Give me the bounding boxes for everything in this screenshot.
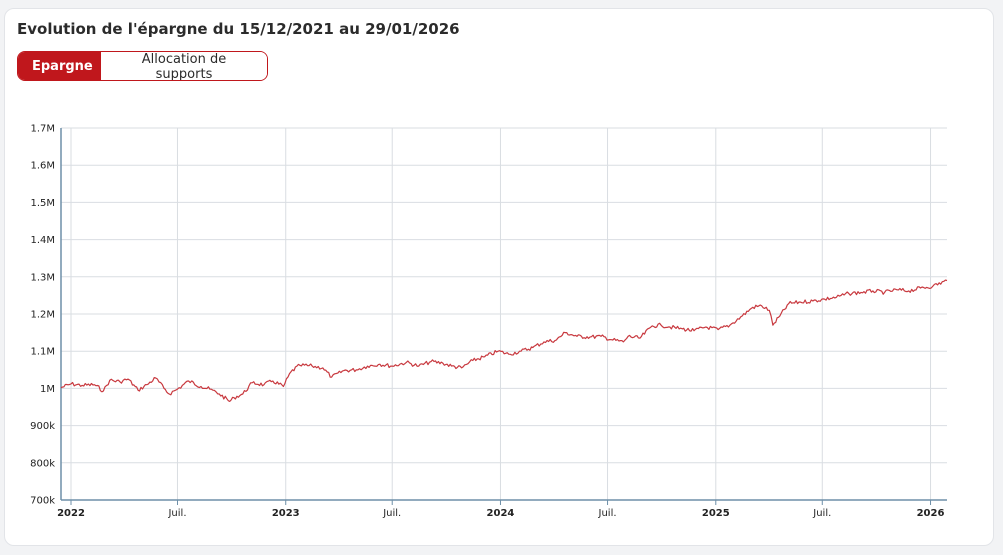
x-tick-label: 2022 [57,508,85,519]
y-tick-label: 1.7M [30,124,55,135]
x-tick-label: Juil. [812,508,831,519]
x-tick-label: 2023 [272,508,300,519]
chart-axes [60,128,947,505]
y-tick-label: 1.4M [30,235,55,246]
y-tick-label: 1.5M [30,198,55,209]
y-tick-label: 1M [40,384,55,395]
y-tick-label: 1.3M [30,272,55,283]
y-tick-label: 1.2M [30,310,55,321]
y-tick-label: 1.6M [30,161,55,172]
x-tick-label: Juil. [382,508,401,519]
tab-epargne[interactable]: Epargne [18,52,101,80]
x-tick-label: 2026 [917,508,945,519]
y-tick-label: 1.1M [30,347,55,358]
tab-allocation-de-supports[interactable]: Allocation de supports [101,52,267,80]
x-axis-ticks: 2022 Juil. 2023 Juil. 2024 Juil. 2025 Juil. 2026 [57,508,944,519]
x-tick-label: Juil. [167,508,186,519]
y-tick-label: 700k [30,496,55,507]
x-tick-label: 2024 [487,508,515,519]
series-line [60,279,948,402]
chart-grid [61,127,947,501]
chart-series [60,279,948,402]
view-toggle: Epargne Allocation de supports [17,51,268,81]
x-tick-label: 2025 [702,508,730,519]
y-tick-label: 900k [30,421,55,432]
chart-title: Evolution de l'épargne du 15/12/2021 au … [17,20,460,38]
y-axis-ticks: 700k 800k 900k 1M 1.1M 1.2M 1.3M 1.4M 1.5M 1.6M 1.… [30,124,55,507]
y-tick-label: 800k [30,458,55,469]
x-tick-label: Juil. [598,508,617,519]
